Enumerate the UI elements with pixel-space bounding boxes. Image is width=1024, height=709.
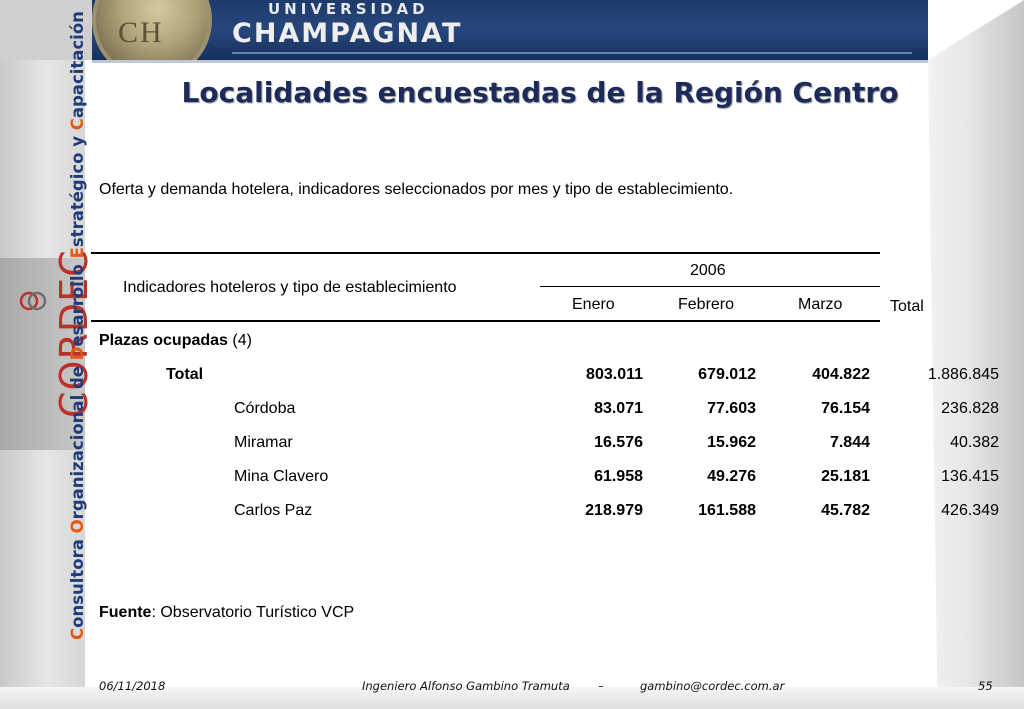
row-enero: 61.958 [594, 468, 643, 485]
header-underline [92, 60, 928, 63]
row-total: 236.828 [941, 400, 999, 417]
footer-page-number: 55 [978, 679, 993, 693]
bottom-frame [0, 687, 1024, 709]
row-febrero: 15.962 [707, 434, 756, 451]
label-rest: apacitación [68, 11, 87, 119]
row-label: Mina Clavero [234, 468, 329, 485]
row-enero: 83.071 [594, 400, 643, 417]
footer-separator: – [598, 679, 604, 693]
header-indicator: Indicadores hoteleros y tipo de establec… [123, 279, 457, 296]
row-total: 40.382 [950, 434, 999, 451]
row-enero: 218.979 [585, 502, 643, 519]
row-enero: 803.011 [586, 366, 643, 383]
row-label: Carlos Paz [234, 502, 313, 519]
header-total: Total [890, 298, 924, 315]
row-febrero: 49.276 [707, 468, 756, 485]
footer-author: Ingeniero Alfonso Gambino Tramuta [362, 679, 570, 693]
header-month-marzo: Marzo [798, 296, 843, 313]
section-label-note: (4) [232, 332, 252, 349]
right-frame [928, 0, 1024, 709]
row-total: 1.886.845 [927, 366, 999, 383]
table-header-bottom-rule [91, 320, 880, 322]
label-rest: rganizacional de [68, 360, 87, 520]
source-label: Fuente [99, 604, 152, 621]
row-label: Miramar [234, 434, 293, 451]
source-text: : Observatorio Turístico VCP [151, 604, 355, 621]
slide-title: Localidades encuestadas de la Región Cen… [181, 76, 899, 109]
header-month-enero: Enero [572, 296, 615, 313]
top-left-corner [0, 0, 92, 60]
label-cap: C [68, 118, 87, 131]
label-cap: C [68, 627, 87, 640]
label-cap: D [68, 346, 87, 361]
row-marzo: 76.154 [821, 400, 870, 417]
row-febrero: 77.603 [707, 400, 756, 417]
section-label-text: Plazas ocupadas [99, 332, 228, 349]
row-marzo: 404.822 [812, 366, 870, 383]
row-marzo: 25.181 [821, 468, 870, 485]
cordec-logo-icon [19, 291, 47, 311]
row-enero: 16.576 [594, 434, 643, 451]
footer-date: 06/11/2018 [99, 679, 166, 693]
footer-email: gambino@cordec.com.ar [640, 679, 785, 693]
table-month-rule [540, 286, 880, 287]
vertical-company-label: Consultora Organizacional de Desarrollo … [68, 11, 87, 640]
row-total: 136.415 [941, 468, 999, 485]
slide-subtitle: Oferta y demanda hotelera, indicadores s… [99, 181, 734, 198]
label-rest: onsultora [68, 533, 87, 628]
banner-university-name: CHAMPAGNAT [232, 18, 463, 49]
label-cap: E [68, 247, 87, 259]
university-seal-icon: CH [92, 0, 212, 60]
label-cap: O [68, 519, 87, 534]
label-rest: stratégico y [68, 130, 87, 248]
banner-divider [232, 52, 912, 54]
header-year: 2006 [690, 262, 726, 279]
university-banner: CH UNIVERSIDAD CHAMPAGNAT [92, 0, 928, 60]
section-label: Plazas ocupadas (4) [99, 332, 252, 350]
row-febrero: 161.588 [698, 502, 756, 519]
header-month-febrero: Febrero [678, 296, 735, 313]
label-rest: esarrollo [68, 258, 87, 347]
source-note: Fuente: Observatorio Turístico VCP [99, 604, 354, 622]
table-top-rule [91, 252, 880, 254]
left-frame-logo-panel [0, 258, 85, 450]
row-label: Córdoba [234, 400, 296, 417]
row-marzo: 7.844 [829, 434, 870, 451]
banner-university-label: UNIVERSIDAD [268, 0, 429, 18]
row-febrero: 679.012 [698, 366, 756, 383]
row-total: 426.349 [941, 502, 999, 519]
row-marzo: 45.782 [821, 502, 870, 519]
row-label: Total [166, 366, 204, 383]
